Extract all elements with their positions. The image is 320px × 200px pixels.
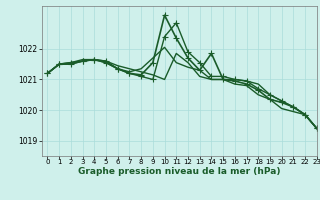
- X-axis label: Graphe pression niveau de la mer (hPa): Graphe pression niveau de la mer (hPa): [78, 167, 280, 176]
